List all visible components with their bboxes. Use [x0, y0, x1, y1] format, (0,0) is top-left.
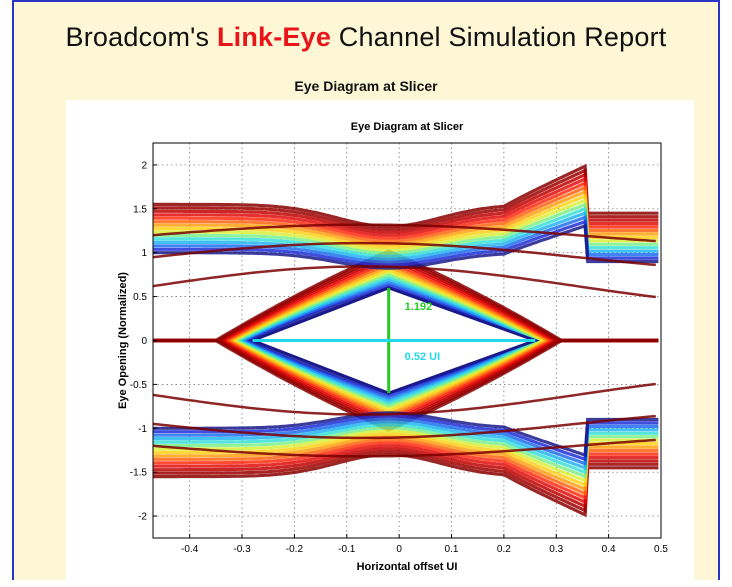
- eye-trace: [153, 426, 659, 479]
- plot-card: 1.192 0.52 UI -0.4 -0.3 -0.2 -0.1 0 0.1 0.2 0.3 0.…: [66, 100, 694, 582]
- eye-trace: [153, 438, 659, 496]
- y-tick-label: 0: [141, 336, 147, 347]
- x-tick-label: 0.3: [549, 544, 563, 555]
- eye-trace: [153, 168, 659, 232]
- eye-trace: [153, 185, 659, 243]
- eye-trace: [153, 180, 659, 240]
- y-tick-label: -2: [138, 512, 147, 523]
- y-tick-label: 2: [141, 160, 147, 171]
- x-tick-label: -0.2: [286, 544, 304, 555]
- eye-trace: [153, 417, 659, 466]
- eye-height-label: 1.192: [405, 301, 433, 313]
- report-title-suffix: Channel Simulation Report: [331, 22, 667, 52]
- eye-trace: [153, 215, 659, 264]
- eye-trace: [153, 382, 656, 416]
- y-tick-label: 0.5: [133, 292, 147, 303]
- x-tick-label: 0.1: [445, 544, 459, 555]
- y-tick-label: -1.5: [130, 468, 148, 479]
- x-tick-label: 0.4: [602, 544, 616, 555]
- eye-trace: [153, 423, 659, 475]
- eye-trace: [153, 265, 656, 299]
- eye-trace: [153, 206, 659, 258]
- eye-trace: [153, 429, 659, 484]
- eye-trace: [153, 438, 656, 458]
- x-tick-label: -0.3: [233, 544, 251, 555]
- eye-trace: [153, 202, 659, 255]
- x-axis-label: Horizontal offset UI: [357, 561, 458, 573]
- eye-width-label: 0.52 UI: [405, 351, 440, 363]
- report-title-brand: Link-Eye: [216, 22, 332, 52]
- eye-trace: [153, 449, 659, 513]
- eye-trace: [153, 414, 656, 440]
- eye-trace: [153, 210, 659, 261]
- eye-trace: [153, 441, 659, 501]
- eye-trace: [153, 447, 659, 509]
- eye-trace: [153, 241, 656, 267]
- eye-trace: [153, 176, 659, 237]
- eye-traces: [153, 163, 659, 518]
- report-title-prefix: Broadcom's: [65, 22, 217, 52]
- eye-trace: [153, 444, 659, 505]
- y-tick-label: -1: [138, 424, 147, 435]
- x-tick-label: 0.5: [654, 544, 668, 555]
- report-frame: Broadcom's Link-Eye Channel Simulation R…: [12, 0, 720, 582]
- eye-trace: [153, 420, 659, 471]
- chart-title: Eye Diagram at Slicer: [351, 121, 464, 133]
- y-tick-label: 1.5: [133, 204, 147, 215]
- x-tick-label: 0.2: [497, 544, 511, 555]
- y-tick-label: -0.5: [130, 380, 148, 391]
- eye-trace: [153, 197, 659, 252]
- eye-diagram-chart: 1.192 0.52 UI -0.4 -0.3 -0.2 -0.1 0 0.1 0.2 0.3 0.…: [117, 121, 668, 573]
- y-axis-label: Eye Opening (Normalized): [117, 272, 129, 409]
- report-title: Broadcom's Link-Eye Channel Simulation R…: [14, 22, 718, 53]
- panel-title: Eye Diagram at Slicer: [294, 78, 438, 94]
- x-tick-label: -0.4: [181, 544, 199, 555]
- x-tick-label: 0: [396, 544, 402, 555]
- y-tick-label: 1: [141, 248, 147, 259]
- eye-trace: [153, 172, 659, 234]
- x-tick-label: -0.1: [338, 544, 356, 555]
- eye-trace: [153, 223, 656, 243]
